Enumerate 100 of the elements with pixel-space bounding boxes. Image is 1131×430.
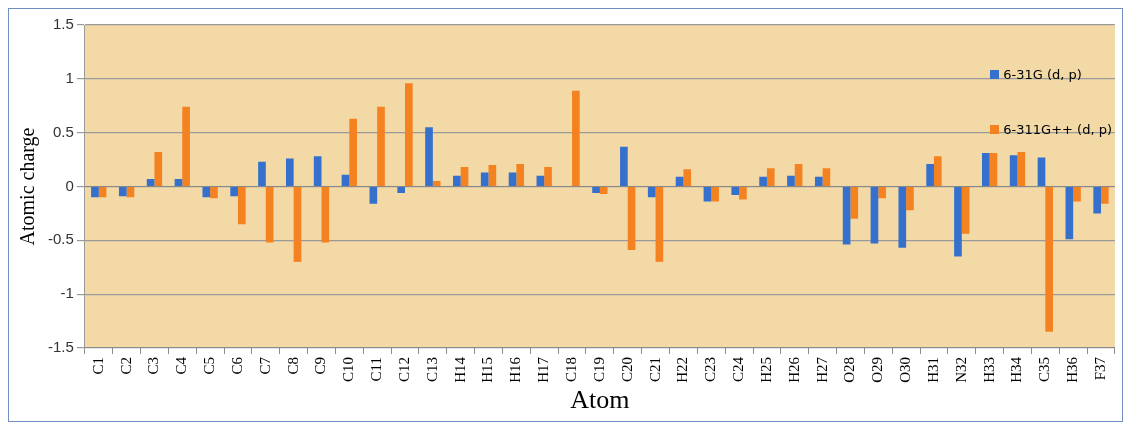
- bar: [599, 187, 608, 195]
- bar: [1009, 155, 1018, 186]
- bar: [285, 158, 294, 186]
- y-tick-label: 1.5: [52, 15, 74, 33]
- x-tick-label: N32: [952, 356, 969, 383]
- bar: [1073, 187, 1081, 202]
- x-tick-label: C13: [423, 356, 440, 382]
- x-tick-label: O29: [869, 356, 886, 383]
- bar: [425, 127, 433, 186]
- bar: [906, 187, 914, 211]
- y-tick-label: 1: [65, 68, 74, 86]
- bar: [146, 178, 155, 186]
- bar: [675, 176, 684, 186]
- bar: [369, 187, 378, 204]
- x-tick-label: H15: [479, 356, 496, 383]
- x-tick-label: H16: [507, 356, 524, 383]
- bar: [794, 163, 803, 186]
- bar: [544, 167, 552, 186]
- bar: [1037, 157, 1046, 186]
- bar: [265, 187, 274, 243]
- bar: [961, 187, 970, 234]
- x-tick-label: C1: [89, 356, 106, 375]
- bar: [210, 187, 218, 199]
- x-tick-label: H26: [785, 356, 802, 383]
- bar: [230, 187, 238, 197]
- y-tick-label: -0.5: [47, 230, 74, 248]
- bar: [1017, 152, 1026, 186]
- bar: [898, 187, 907, 248]
- y-tick-label: -1.5: [47, 338, 74, 356]
- x-tick-label: H31: [924, 356, 941, 383]
- y-tick-label: 0.5: [52, 122, 74, 140]
- bar: [926, 163, 934, 186]
- y-axis-title: Atomic charge: [16, 127, 40, 246]
- bar: [620, 146, 628, 186]
- x-tick-label: C20: [618, 356, 635, 382]
- bar: [432, 181, 441, 186]
- bar: [655, 187, 664, 262]
- bar: [321, 187, 330, 243]
- x-tick-label: H36: [1064, 356, 1081, 383]
- bar: [453, 175, 461, 186]
- bar: [878, 187, 886, 199]
- y-tick-label: -1: [60, 284, 74, 302]
- y-tick-label: 0: [65, 176, 74, 194]
- bar: [377, 106, 385, 186]
- bar: [647, 187, 656, 198]
- bar: [293, 187, 302, 262]
- bar: [349, 118, 357, 186]
- bar: [683, 169, 692, 186]
- x-tick-label: C24: [730, 356, 747, 382]
- x-tick-label: H17: [535, 356, 552, 383]
- bar: [516, 163, 525, 186]
- bar: [313, 156, 322, 186]
- bar: [480, 172, 489, 186]
- bar: [981, 153, 990, 186]
- x-tick-label: C7: [256, 356, 273, 375]
- x-tick-label: C5: [201, 356, 218, 375]
- bar: [405, 83, 413, 186]
- bar: [536, 175, 545, 186]
- bar: [1065, 187, 1074, 240]
- bar: [711, 187, 719, 202]
- bar: [989, 153, 998, 186]
- x-tick-label: C3: [145, 356, 162, 375]
- bar: [182, 106, 190, 186]
- x-tick-label: C8: [284, 356, 301, 375]
- bar: [787, 175, 795, 186]
- bar: [488, 164, 497, 186]
- bar: [822, 168, 831, 186]
- bar: [174, 178, 183, 186]
- bar: [766, 168, 775, 186]
- legend-label: 6-311G++ (d, p): [1003, 122, 1112, 137]
- x-tick-label: C35: [1036, 356, 1053, 382]
- bar: [759, 176, 767, 186]
- bar: [870, 187, 879, 244]
- bar: [850, 187, 859, 219]
- bar: [739, 187, 747, 200]
- bar: [572, 90, 580, 186]
- bar: [954, 187, 962, 257]
- bar: [703, 187, 712, 202]
- bar: [202, 187, 211, 198]
- bar: [460, 167, 469, 186]
- x-tick-label: C4: [173, 356, 190, 375]
- x-tick-label: C19: [590, 356, 607, 382]
- x-tick-label: C11: [368, 356, 385, 382]
- legend-label: 6-31G (d, p): [1003, 67, 1082, 82]
- bar: [1045, 187, 1053, 332]
- bar: [1093, 187, 1101, 214]
- bar: [154, 152, 163, 186]
- bar: [237, 187, 246, 225]
- x-tick-label: C23: [702, 356, 719, 382]
- x-tick-label: O28: [841, 356, 858, 383]
- bar: [933, 156, 942, 186]
- bar: [842, 187, 851, 245]
- x-tick-label: C12: [395, 356, 412, 382]
- bar: [126, 187, 135, 198]
- bar: [592, 187, 600, 193]
- bar: [98, 187, 107, 198]
- bar: [397, 187, 406, 193]
- x-tick-label: F37: [1091, 356, 1108, 381]
- bar: [258, 161, 266, 186]
- x-tick-label: C2: [117, 356, 134, 375]
